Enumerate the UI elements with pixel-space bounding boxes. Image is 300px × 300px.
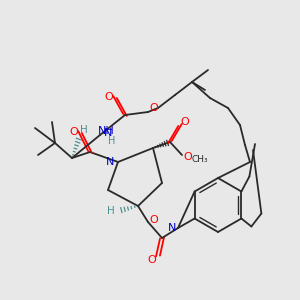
Text: O: O bbox=[148, 255, 156, 265]
Text: O: O bbox=[70, 127, 78, 137]
Text: H: H bbox=[107, 206, 115, 216]
Text: NH: NH bbox=[98, 126, 114, 136]
Text: N: N bbox=[168, 223, 176, 233]
Text: O: O bbox=[181, 117, 189, 127]
Text: H: H bbox=[108, 136, 116, 146]
Text: O: O bbox=[150, 103, 158, 113]
Text: O: O bbox=[184, 152, 192, 162]
Text: O: O bbox=[150, 215, 158, 225]
Text: H: H bbox=[80, 125, 88, 135]
Text: N: N bbox=[106, 157, 114, 167]
Text: O: O bbox=[105, 92, 113, 102]
Text: CH₃: CH₃ bbox=[192, 154, 208, 164]
Text: N: N bbox=[104, 128, 112, 138]
